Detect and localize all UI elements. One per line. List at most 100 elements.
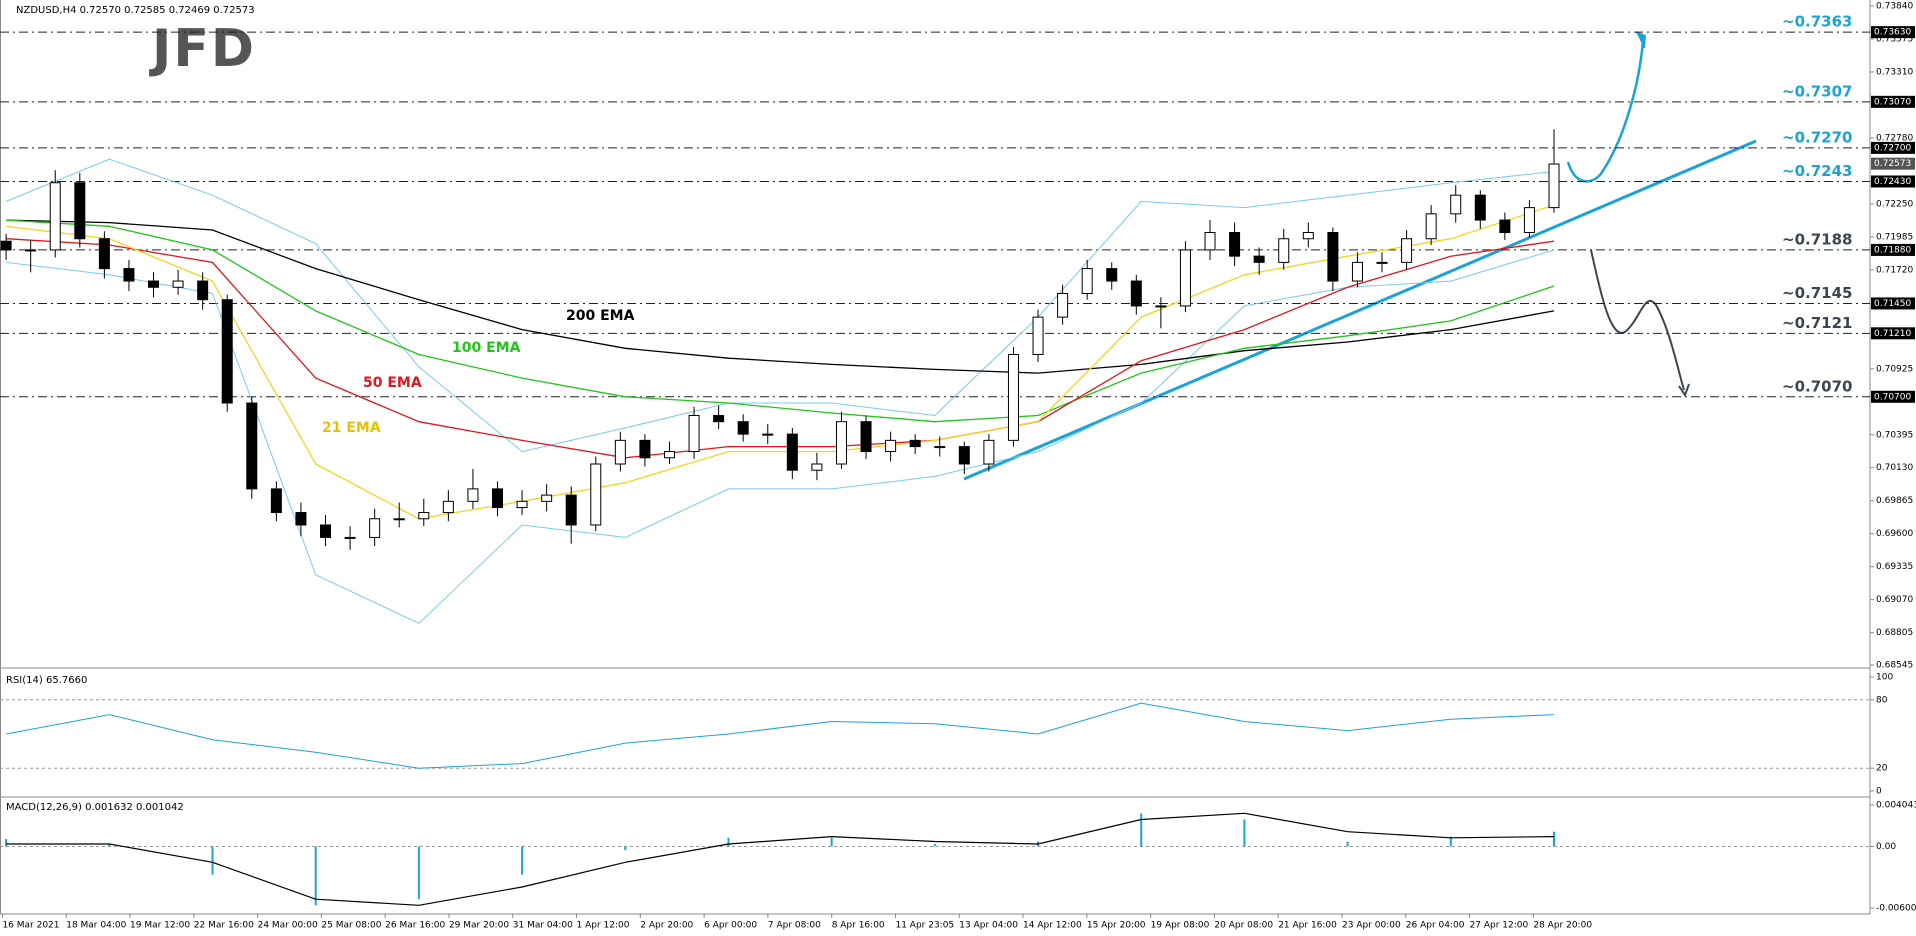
candle-body [148,280,160,288]
level-label-box [1871,327,1915,340]
candle-body [1302,232,1314,240]
x-tick-label: 29 Mar 20:00 [449,921,509,931]
macd-bar [727,837,730,847]
candle-body [49,182,61,251]
macd-bar [1449,836,1452,847]
y-tick-label: 0.73310 [1876,67,1913,77]
y-tick-label: 0.71985 [1876,232,1913,242]
level-label-box [1871,297,1915,310]
candle-body [172,280,184,288]
y-tick-label: 0.69070 [1876,595,1913,605]
candle-body [123,268,135,282]
ema-label: 100 EMA [452,340,521,356]
ema-line [6,219,1555,423]
ema-line [6,238,1555,459]
bollinger-upper [5,158,1555,453]
candle-body [934,446,946,449]
macd-bar [5,839,8,847]
candle-body [1032,316,1044,355]
candle-body [786,433,798,471]
candle-body [1548,163,1560,209]
candle-body [197,280,209,301]
macd-bar [624,846,627,851]
x-tick-label: 18 Mar 04:00 [66,921,126,931]
level-label: 0.72700 [1874,143,1911,153]
macd-bar [521,846,524,875]
x-tick-label: 7 Apr 08:00 [768,921,821,931]
level-annotation: ~0.7145 [1782,284,1852,302]
level-annotation: ~0.7070 [1782,377,1852,395]
candle-body [811,463,823,471]
candle-body [1278,238,1290,263]
x-tick-label: 11 Apr 23:05 [895,921,954,931]
candle-body [1351,261,1363,282]
candle-body [320,524,332,538]
macd-bar [830,837,833,847]
level-label: 0.71450 [1874,299,1911,309]
level-label: 0.72430 [1874,177,1911,187]
level-label: 0.73630 [1874,28,1911,38]
y-tick-label: 0.69600 [1876,529,1913,539]
candle-body [983,439,995,465]
level-label-box [1871,95,1915,108]
candle-body [639,439,651,459]
ema-line [6,204,1555,520]
x-tick-label: 22 Mar 16:00 [194,921,254,931]
level-label: 0.71880 [1874,245,1911,255]
y-tick-label: 0.70925 [1876,364,1913,374]
candle-body [688,414,700,453]
level-label: 0.73070 [1874,97,1911,107]
candle-body [1155,305,1167,308]
candle-body [246,402,258,490]
candle-body [909,439,921,448]
x-tick-label: 27 Apr 12:00 [1470,921,1529,931]
x-tick-label: 14 Apr 12:00 [1023,921,1082,931]
candle-body [1229,232,1241,257]
candle-body [1425,213,1437,240]
candle-body [590,463,602,526]
level-label-box [1871,175,1915,188]
y-tick-label: 80 [1876,695,1888,705]
macd-bar [314,846,317,906]
candle-body [369,518,381,538]
x-tick-label: 20 Apr 08:00 [1214,921,1273,931]
candle-body [1204,232,1216,251]
x-tick-label: 6 Apr 00:00 [704,921,757,931]
candle-body [835,421,847,465]
rsi-line [6,702,1555,769]
macd-bar [417,846,420,900]
candle-body [418,512,430,520]
ema-line [6,219,1555,374]
y-tick-label: 0.68545 [1876,661,1913,671]
macd-bar [1243,819,1246,847]
macd-signal [6,812,1555,906]
level-annotation: ~0.7270 [1782,128,1852,146]
level-annotation: ~0.7307 [1782,82,1852,100]
x-tick-label: 21 Apr 16:00 [1278,921,1337,931]
macd-bar [1346,841,1349,847]
candle-body [221,299,233,404]
x-tick-label: 8 Apr 16:00 [832,921,885,931]
bullish-arrow [1566,39,1645,183]
candle-body [393,518,405,521]
level-label: 0.71210 [1874,329,1911,339]
ema-label: 50 EMA [363,375,422,391]
y-tick-label: -0.006003 [1876,904,1916,914]
candle-body [1523,207,1535,234]
candle-body [1376,261,1388,264]
level-annotation: ~0.7243 [1782,162,1852,180]
x-tick-label: 24 Mar 00:00 [258,921,318,931]
candle-body [295,512,307,526]
trendline [963,139,1757,481]
y-tick-label: 0.00 [1876,842,1896,852]
y-tick-label: 100 [1876,673,1893,683]
x-tick-label: 19 Apr 08:00 [1151,921,1210,931]
y-tick-label: 0.72250 [1876,199,1913,209]
y-tick-label: 0.69335 [1876,562,1913,572]
candle-body [74,182,86,240]
level-label-box [1871,243,1915,256]
candle-body [1327,232,1339,282]
candle-body [1499,219,1511,234]
bearish-arrow-head [1678,383,1690,398]
